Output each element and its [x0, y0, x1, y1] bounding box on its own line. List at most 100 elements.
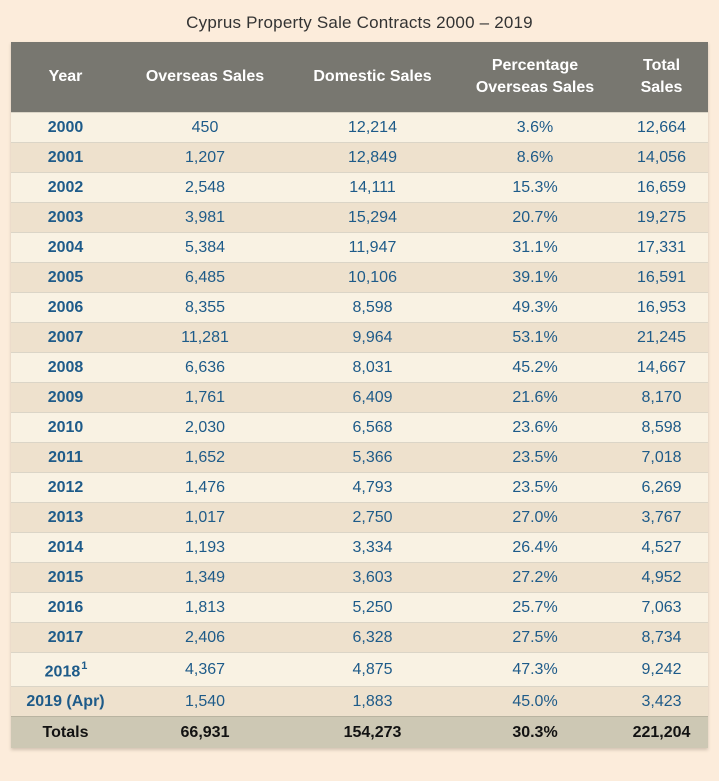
percentage-overseas-value: 8.6% [455, 142, 615, 173]
domestic-sales-value: 3,334 [290, 532, 455, 563]
table-row: 2002 2,548 14,111 15.3% 16,659 [11, 172, 708, 203]
totals-overseas-value: 66,931 [120, 716, 290, 749]
total-sales-value: 8,170 [615, 382, 708, 413]
overseas-sales-value: 11,281 [120, 322, 290, 353]
table-row: 2012 1,476 4,793 23.5% 6,269 [11, 472, 708, 503]
percentage-overseas-value: 49.3% [455, 292, 615, 323]
year-cell: 2002 [11, 172, 120, 203]
year-label: 2018 [44, 663, 81, 681]
totals-domestic-value: 154,273 [290, 716, 455, 749]
header-row: Year Overseas Sales Domestic Sales Perce… [11, 42, 708, 113]
year-label: 2016 [47, 599, 84, 616]
year-label: 2007 [47, 329, 84, 346]
year-label: 2011 [48, 449, 83, 466]
table-row: 2007 11,281 9,964 53.1% 21,245 [11, 322, 708, 353]
overseas-sales-value: 6,636 [120, 352, 290, 383]
percentage-overseas-value: 27.5% [455, 622, 615, 653]
percentage-overseas-value: 45.0% [455, 686, 615, 717]
year-cell: 2010 [11, 412, 120, 443]
percentage-overseas-value: 31.1% [455, 232, 615, 263]
domestic-sales-value: 11,947 [290, 232, 455, 263]
footnote-marker: 1 [81, 660, 88, 672]
domestic-sales-value: 4,793 [290, 472, 455, 503]
year-cell: 2012 [11, 472, 120, 503]
year-label: 2009 [47, 389, 84, 406]
column-header-year: Year [11, 42, 120, 113]
domestic-sales-value: 4,875 [290, 651, 455, 687]
year-cell: 2011 [11, 442, 120, 473]
percentage-overseas-value: 39.1% [455, 262, 615, 293]
year-label: 2013 [47, 509, 84, 526]
total-sales-value: 4,952 [615, 562, 708, 593]
domestic-sales-value: 9,964 [290, 322, 455, 353]
year-cell: 2006 [11, 292, 120, 323]
year-label: 2012 [47, 479, 84, 496]
table-row: 2001 1,207 12,849 8.6% 14,056 [11, 142, 708, 173]
table-row: 2008 6,636 8,031 45.2% 14,667 [11, 352, 708, 383]
table-row: 2005 6,485 10,106 39.1% 16,591 [11, 262, 708, 293]
column-header-overseas-sales: Overseas Sales [120, 42, 290, 113]
percentage-overseas-value: 26.4% [455, 532, 615, 563]
table-header: Year Overseas Sales Domestic Sales Perce… [11, 42, 708, 113]
overseas-sales-value: 4,367 [120, 651, 290, 687]
domestic-sales-value: 15,294 [290, 202, 455, 233]
year-cell: 2003 [11, 202, 120, 233]
overseas-sales-value: 1,349 [120, 562, 290, 593]
percentage-overseas-value: 3.6% [455, 112, 615, 143]
table-row: 2009 1,761 6,409 21.6% 8,170 [11, 382, 708, 413]
year-cell: 2013 [11, 502, 120, 533]
overseas-sales-value: 450 [120, 112, 290, 143]
domestic-sales-value: 12,849 [290, 142, 455, 173]
year-cell: 2004 [11, 232, 120, 263]
percentage-overseas-value: 45.2% [455, 352, 615, 383]
domestic-sales-value: 1,883 [290, 686, 455, 717]
total-sales-value: 9,242 [615, 651, 708, 687]
table-row: 2003 3,981 15,294 20.7% 19,275 [11, 202, 708, 233]
percentage-overseas-value: 15.3% [455, 172, 615, 203]
year-cell: 2015 [11, 562, 120, 593]
year-label: 2002 [47, 179, 84, 196]
total-sales-value: 17,331 [615, 232, 708, 263]
year-cell: 2009 [11, 382, 120, 413]
total-sales-value: 7,063 [615, 592, 708, 623]
table-row: 2019 (Apr) 1,540 1,883 45.0% 3,423 [11, 686, 708, 717]
overseas-sales-value: 6,485 [120, 262, 290, 293]
year-label: 2004 [47, 239, 84, 256]
percentage-overseas-value: 20.7% [455, 202, 615, 233]
table-footer: Totals 66,931 154,273 30.3% 221,204 [11, 716, 708, 749]
percentage-overseas-value: 47.3% [455, 651, 615, 687]
overseas-sales-value: 1,813 [120, 592, 290, 623]
total-sales-value: 8,598 [615, 412, 708, 443]
overseas-sales-value: 1,652 [120, 442, 290, 473]
year-label: 2019 (Apr) [26, 693, 105, 711]
year-label: 2006 [47, 299, 84, 316]
total-sales-value: 7,018 [615, 442, 708, 473]
table-row: 2011 1,652 5,366 23.5% 7,018 [11, 442, 708, 473]
table-row: 2000 450 12,214 3.6% 12,664 [11, 112, 708, 143]
overseas-sales-value: 2,030 [120, 412, 290, 443]
totals-label: Totals [11, 716, 120, 749]
total-sales-value: 3,423 [615, 686, 708, 717]
total-sales-value: 8,734 [615, 622, 708, 653]
year-label: 2001 [47, 149, 84, 166]
overseas-sales-value: 1,207 [120, 142, 290, 173]
domestic-sales-value: 8,598 [290, 292, 455, 323]
year-label: 2015 [47, 569, 84, 586]
page-title: Cyprus Property Sale Contracts 2000 – 20… [186, 13, 533, 32]
year-cell: 2016 [11, 592, 120, 623]
domestic-sales-value: 5,366 [290, 442, 455, 473]
overseas-sales-value: 1,017 [120, 502, 290, 533]
total-sales-value: 14,056 [615, 142, 708, 173]
percentage-overseas-value: 23.5% [455, 472, 615, 503]
totals-row: Totals 66,931 154,273 30.3% 221,204 [11, 716, 708, 749]
percentage-overseas-value: 27.0% [455, 502, 615, 533]
table-row: 2014 1,193 3,334 26.4% 4,527 [11, 532, 708, 563]
year-label: 2008 [47, 359, 84, 376]
year-cell: 2000 [11, 112, 120, 143]
domestic-sales-value: 3,603 [290, 562, 455, 593]
totals-percentage-value: 30.3% [455, 716, 615, 749]
column-header-total-sales: Total Sales [615, 42, 708, 113]
overseas-sales-value: 1,540 [120, 686, 290, 717]
table-body: 2000 450 12,214 3.6% 12,664 2001 1,207 12,849 8.… [11, 112, 708, 717]
table-row: 2016 1,813 5,250 25.7% 7,063 [11, 592, 708, 623]
